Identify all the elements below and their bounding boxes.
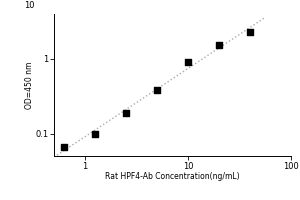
Point [61, 146, 66, 149]
Point [186, 61, 190, 64]
Point [248, 30, 252, 34]
Text: 10: 10 [25, 1, 35, 10]
Point [217, 43, 221, 46]
Point [93, 132, 98, 135]
Point [154, 89, 159, 92]
Point [124, 111, 128, 114]
X-axis label: Rat HPF4-Ab Concentration(ng/mL): Rat HPF4-Ab Concentration(ng/mL) [105, 172, 240, 181]
Y-axis label: OD=450 nm: OD=450 nm [25, 61, 34, 109]
